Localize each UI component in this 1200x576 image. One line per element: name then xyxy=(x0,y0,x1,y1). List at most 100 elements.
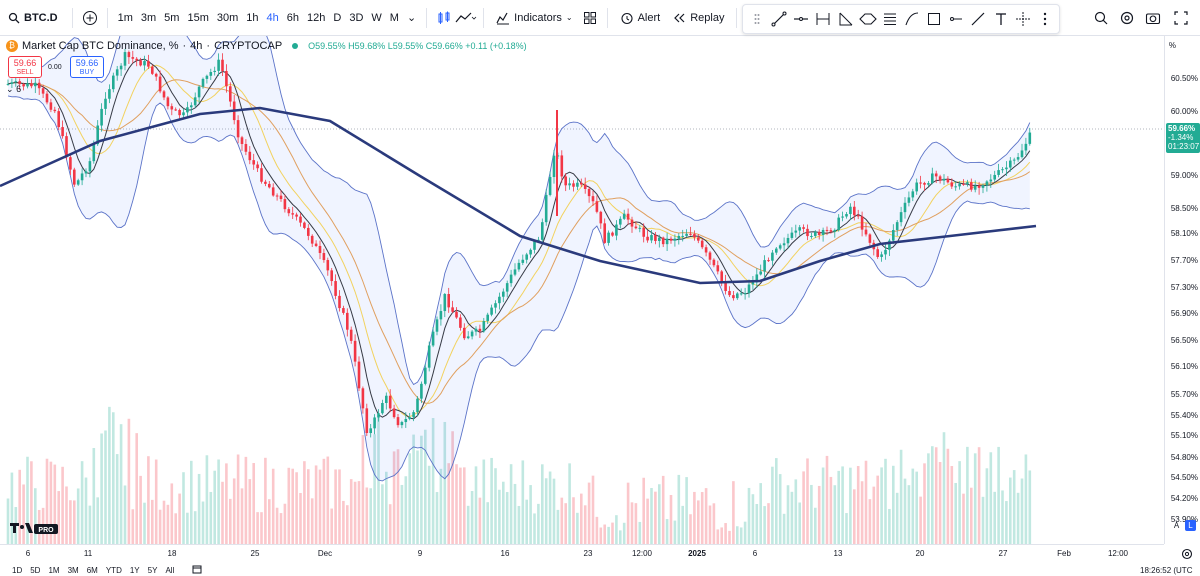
replay-button[interactable]: Replay xyxy=(666,5,730,31)
interval-15m-button[interactable]: 15m xyxy=(187,11,209,24)
indicators-button[interactable]: Indicators ⌄ xyxy=(490,5,578,31)
legend-interval: 4h xyxy=(190,40,203,52)
buy-button[interactable]: 59.66 BUY xyxy=(70,56,104,78)
volume-bar xyxy=(100,433,103,544)
drag-handle-icon[interactable] xyxy=(747,8,767,30)
candle-body xyxy=(295,214,298,217)
candles-icon[interactable] xyxy=(433,7,455,29)
drawing-toolbar xyxy=(742,4,1060,34)
range-1d-button[interactable]: 1D xyxy=(12,565,23,575)
range-1y-button[interactable]: 1Y xyxy=(129,565,140,575)
candle-body xyxy=(938,176,942,181)
time-axis[interactable]: 6 11 18 25 Dec 9 16 23 12:00 2025 6 13 20 27 Feb 12:00 xyxy=(0,544,1164,564)
magnifier-icon[interactable] xyxy=(1090,7,1112,29)
auto-scale-button[interactable]: A xyxy=(1173,521,1180,530)
volume-bar xyxy=(829,476,833,544)
volume-bar xyxy=(595,516,599,544)
candle-body xyxy=(178,109,181,116)
divider xyxy=(106,7,108,28)
candle-body xyxy=(814,231,817,236)
volume-bar xyxy=(872,486,876,544)
volume-bar xyxy=(310,498,314,544)
candle-body xyxy=(346,312,349,330)
interval-5m-button[interactable]: 5m xyxy=(164,11,180,24)
chart-area[interactable]: ₿ Market Cap BTC Dominance, % · 4h · CRY… xyxy=(0,36,1164,544)
range-6m-button[interactable]: 6M xyxy=(86,565,98,575)
price-scale-tick: 60.00% xyxy=(1170,107,1198,116)
candle-body xyxy=(720,271,723,282)
symbol-search[interactable]: BTC.D xyxy=(0,0,66,36)
interval-dropdown-chevron-icon[interactable]: ⌄ xyxy=(406,12,417,24)
settings-gear-icon[interactable] xyxy=(1180,547,1194,561)
gear-icon[interactable] xyxy=(1116,7,1138,29)
sell-button[interactable]: 59.66 SELL xyxy=(8,56,42,78)
volume-bar xyxy=(736,526,739,544)
bitcoin-logo-icon: ₿ xyxy=(6,40,18,52)
volume-bar xyxy=(650,488,653,544)
volume-bar xyxy=(533,513,536,544)
candle-body xyxy=(1024,143,1028,151)
interval-4h-button[interactable]: 4h xyxy=(266,11,279,24)
curve-icon[interactable] xyxy=(902,8,922,30)
candle-body xyxy=(474,328,478,332)
interval-12h-button[interactable]: 12h xyxy=(307,11,326,24)
rectangle-icon[interactable] xyxy=(924,8,944,30)
log-scale-button[interactable]: L xyxy=(1185,520,1196,531)
candle-body xyxy=(973,185,977,190)
bollinger-band-fill xyxy=(8,36,1030,481)
layouts-grid-icon[interactable] xyxy=(579,7,601,29)
indicators-collapse-toggle[interactable]: ⌄ 6 xyxy=(6,84,21,95)
range-3m-button[interactable]: 3M xyxy=(67,565,79,575)
candle-body xyxy=(962,183,965,185)
triangle-pattern-icon[interactable] xyxy=(836,8,856,30)
rewind-icon xyxy=(674,13,685,22)
chart-type-line-icon[interactable] xyxy=(455,7,477,29)
range-1m-button[interactable]: 1M xyxy=(48,565,60,575)
interval-d-button[interactable]: D xyxy=(333,11,342,24)
ellipsis-icon[interactable] xyxy=(1035,8,1055,30)
volume-bar xyxy=(408,453,411,544)
candle-body xyxy=(915,182,918,192)
candle-body xyxy=(825,229,829,231)
candle-body xyxy=(314,243,318,246)
interval-1h-button[interactable]: 1h xyxy=(246,11,259,24)
horizontal-line-icon[interactable] xyxy=(791,8,811,30)
candle-body xyxy=(342,308,345,313)
candle-body xyxy=(622,213,626,219)
interval-1m-button[interactable]: 1m xyxy=(117,11,133,24)
text-tool-icon[interactable] xyxy=(991,8,1011,30)
volume-bar xyxy=(498,489,501,544)
ray-icon[interactable] xyxy=(946,8,966,30)
extended-line-icon[interactable] xyxy=(968,8,988,30)
candle-body xyxy=(572,183,575,187)
interval-m-button[interactable]: M xyxy=(389,11,399,24)
candle-body xyxy=(997,170,1000,175)
text-lines-icon[interactable] xyxy=(880,8,900,30)
range-5y-button[interactable]: 5Y xyxy=(147,565,158,575)
interval-3d-button[interactable]: 3D xyxy=(349,11,364,24)
candle-body xyxy=(911,191,915,198)
interval-w-button[interactable]: W xyxy=(371,11,382,24)
range-ytd-button[interactable]: YTD xyxy=(105,565,122,575)
price-chart[interactable] xyxy=(0,36,1164,544)
camera-icon[interactable] xyxy=(1142,7,1164,29)
candle-body xyxy=(895,222,899,231)
trend-line-icon[interactable] xyxy=(769,8,789,30)
ellipse-icon[interactable] xyxy=(858,8,878,30)
candle-body xyxy=(381,402,384,414)
interval-30m-button[interactable]: 30m xyxy=(216,11,239,24)
volume-bar xyxy=(525,499,528,544)
calendar-icon[interactable] xyxy=(192,564,202,576)
alert-button[interactable]: Alert xyxy=(614,5,667,31)
crosshair-icon[interactable] xyxy=(1013,8,1033,30)
range-5d-button[interactable]: 5D xyxy=(30,565,41,575)
candle-body xyxy=(934,173,938,177)
compare-add-icon[interactable] xyxy=(79,7,101,29)
volume-bar xyxy=(248,479,252,544)
range-all-button[interactable]: All xyxy=(165,565,175,575)
interval-3m-button[interactable]: 3m xyxy=(140,11,157,24)
price-scale[interactable]: % 60.50% 60.00% 59.00% 58.50% 58.10% 57.70% 57… xyxy=(1164,36,1200,544)
interval-6h-button[interactable]: 6h xyxy=(286,11,300,24)
date-range-icon[interactable] xyxy=(813,8,833,30)
fullscreen-icon[interactable] xyxy=(1170,7,1192,29)
